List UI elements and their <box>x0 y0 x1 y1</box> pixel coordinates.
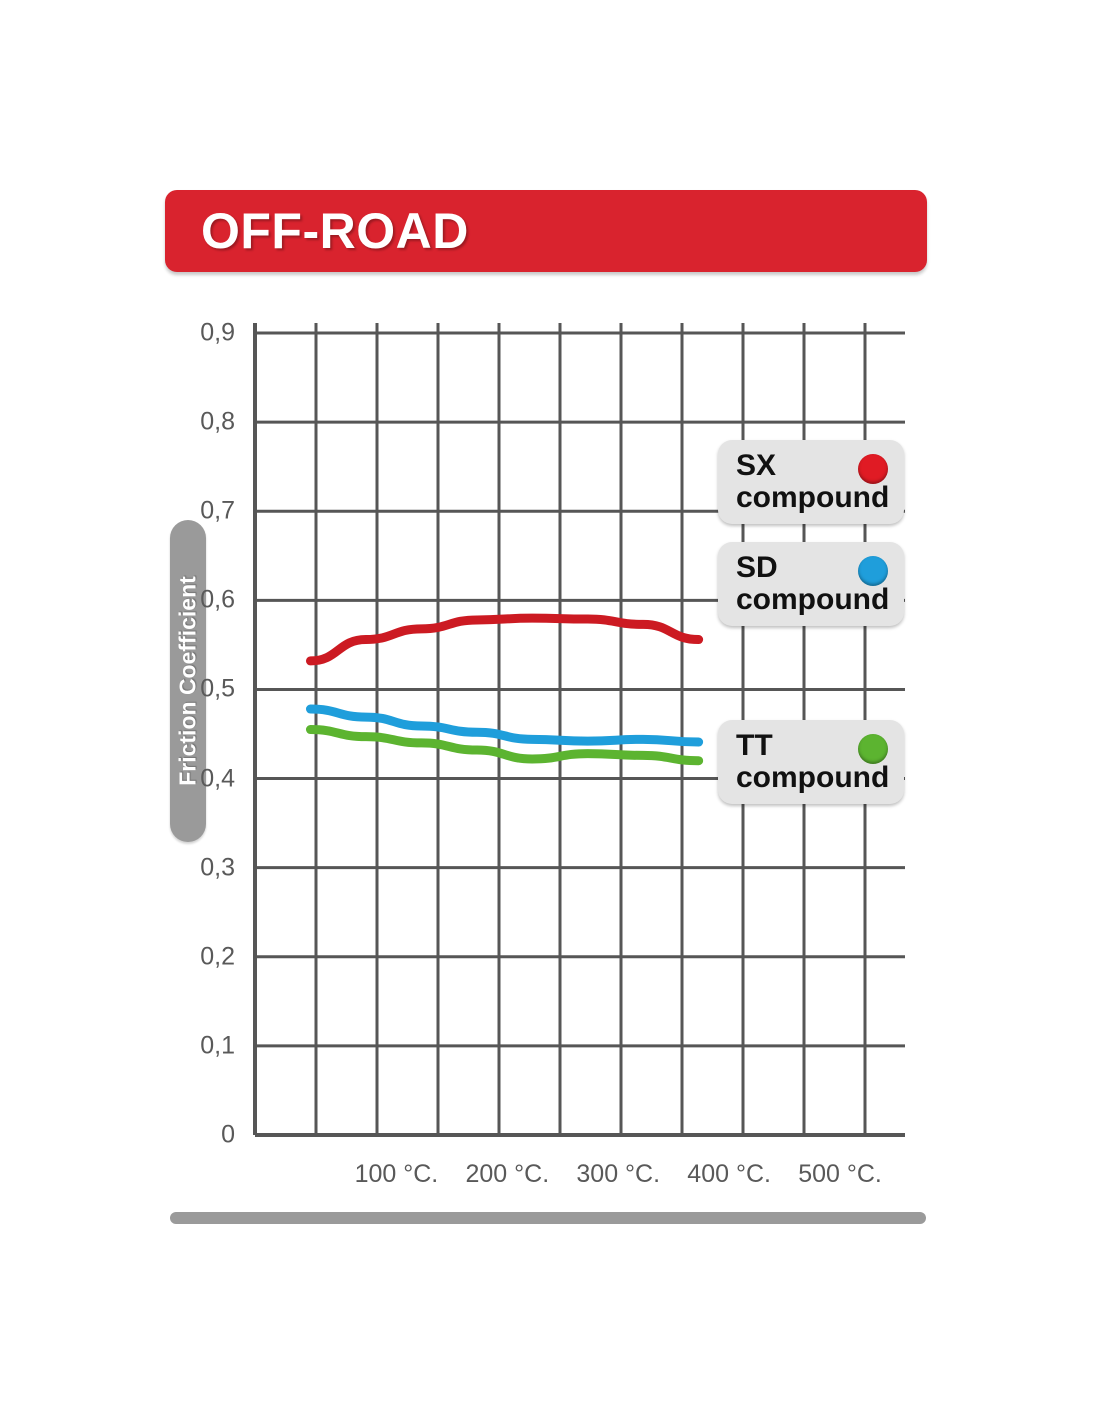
legend-item-name: SX <box>736 449 777 482</box>
x-tick-label: 200 °C. <box>465 1160 550 1188</box>
sx-dot-icon <box>858 454 888 484</box>
y-tick-label: 0,8 <box>200 407 235 436</box>
x-tick-label: 300 °C. <box>576 1160 661 1188</box>
y-tick-label: 0 <box>221 1120 235 1149</box>
series-line-sd <box>305 704 704 747</box>
series-line-sx <box>305 613 704 666</box>
sd-dot-icon <box>858 556 888 586</box>
x-tick-label: 100 °C. <box>354 1160 439 1188</box>
legend-item-subtitle: compound <box>736 481 890 515</box>
tt-dot-icon <box>858 734 888 764</box>
y-tick-label: 0,3 <box>200 853 235 882</box>
legend-item-name: TT <box>736 729 773 762</box>
legend-item-subtitle: compound <box>736 761 890 795</box>
legend-item-sx[interactable]: SX compound <box>718 440 904 524</box>
footer-divider <box>170 1212 926 1224</box>
y-tick-label: 0,5 <box>200 674 235 703</box>
y-tick-label: 0,9 <box>200 318 235 347</box>
y-axis-title: Friction Coefficient <box>170 520 206 842</box>
page-title: OFF-ROAD <box>201 203 469 259</box>
y-tick-label: 0,6 <box>200 585 235 614</box>
header-banner: OFF-ROAD <box>165 190 927 272</box>
x-tick-label: 400 °C. <box>687 1160 771 1188</box>
legend-item-name: SD <box>736 551 778 584</box>
legend-item-tt[interactable]: TT compound <box>718 720 904 804</box>
y-tick-label: 0,2 <box>200 942 235 971</box>
y-tick-label: 0,4 <box>200 764 235 793</box>
series-line-tt <box>305 725 704 766</box>
x-tick-label: 500 °C. <box>798 1160 882 1188</box>
y-tick-label: 0,7 <box>200 496 235 525</box>
legend-item-sd[interactable]: SD compound <box>718 542 904 626</box>
legend-item-subtitle: compound <box>736 583 890 617</box>
y-tick-label: 0,1 <box>200 1031 235 1060</box>
